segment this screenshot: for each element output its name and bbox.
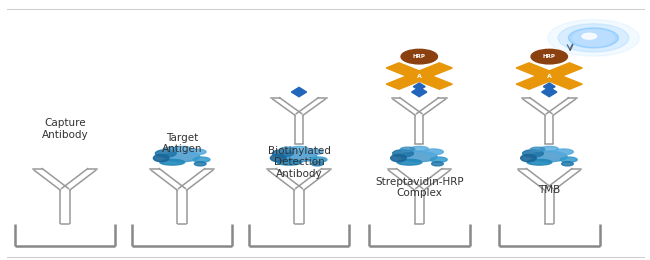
Ellipse shape [432,162,443,166]
Ellipse shape [193,157,210,162]
Ellipse shape [527,159,552,165]
Circle shape [573,30,614,46]
Polygon shape [541,87,557,97]
Text: Streptavidin-HRP
Complex: Streptavidin-HRP Complex [375,177,463,198]
Ellipse shape [155,150,176,157]
Ellipse shape [164,151,200,162]
Ellipse shape [163,147,177,151]
Polygon shape [386,63,452,89]
Ellipse shape [521,154,536,162]
Ellipse shape [173,146,191,151]
Circle shape [401,49,437,64]
Ellipse shape [290,146,308,151]
Ellipse shape [402,151,437,162]
Ellipse shape [430,157,447,162]
Ellipse shape [523,150,543,157]
Ellipse shape [400,147,415,151]
Ellipse shape [160,159,185,165]
Ellipse shape [562,162,573,166]
Ellipse shape [560,157,577,162]
Ellipse shape [391,154,406,162]
Polygon shape [291,87,307,97]
Ellipse shape [270,154,286,162]
Polygon shape [413,83,425,90]
Circle shape [582,33,597,39]
Text: Biotinylated
Detection
Antibody: Biotinylated Detection Antibody [268,146,330,179]
Ellipse shape [310,157,327,162]
Text: A: A [417,74,422,79]
Polygon shape [516,63,582,89]
Ellipse shape [281,151,317,162]
Ellipse shape [187,149,206,155]
Circle shape [531,49,567,64]
Ellipse shape [554,149,573,155]
Text: HRP: HRP [543,54,556,59]
Text: HRP: HRP [413,54,426,59]
Text: A: A [547,74,552,79]
Text: Capture
Antibody: Capture Antibody [42,118,88,140]
Polygon shape [516,63,582,89]
Ellipse shape [311,162,323,166]
Ellipse shape [530,147,545,151]
Polygon shape [543,83,555,90]
Ellipse shape [410,146,428,151]
Ellipse shape [153,154,169,162]
Ellipse shape [194,162,206,166]
Ellipse shape [397,159,422,165]
Ellipse shape [280,147,294,151]
Ellipse shape [304,149,323,155]
Ellipse shape [272,150,293,157]
Text: TMB: TMB [538,185,560,194]
Ellipse shape [540,146,558,151]
Ellipse shape [424,149,443,155]
Ellipse shape [532,151,567,162]
Polygon shape [386,63,452,89]
Ellipse shape [277,159,302,165]
Polygon shape [411,87,427,97]
Circle shape [569,28,618,48]
Text: Target
Antigen: Target Antigen [162,133,202,154]
Circle shape [558,24,629,52]
Ellipse shape [393,150,413,157]
Circle shape [548,20,639,56]
